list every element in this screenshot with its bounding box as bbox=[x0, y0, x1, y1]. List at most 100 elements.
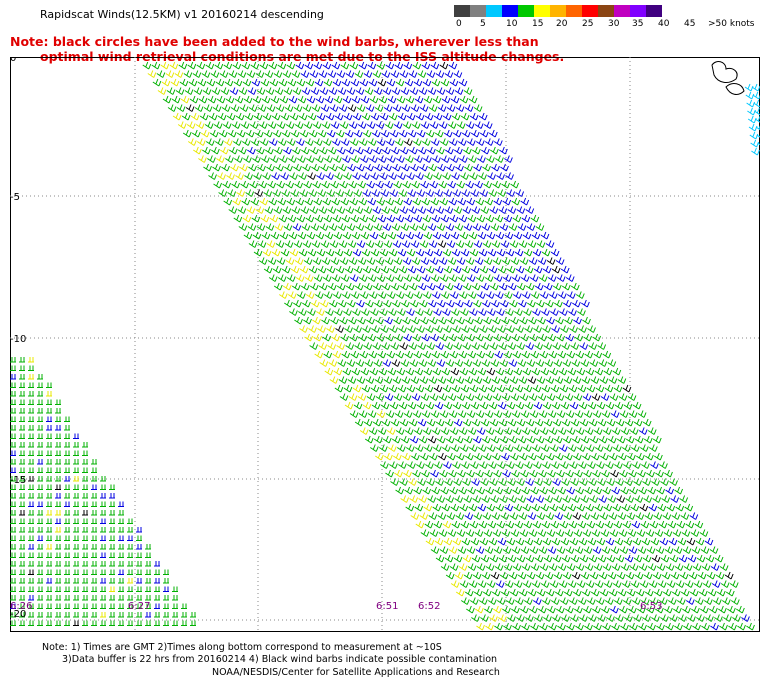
wind-barb bbox=[561, 342, 571, 350]
wind-barb bbox=[495, 503, 505, 512]
wind-barb bbox=[454, 435, 464, 444]
wind-barb bbox=[736, 605, 745, 614]
wind-barb bbox=[220, 146, 229, 155]
wind-barb bbox=[408, 478, 417, 486]
wind-barb bbox=[185, 104, 195, 112]
wind-barb bbox=[408, 206, 418, 214]
wind-barb bbox=[37, 399, 43, 405]
wind-barb bbox=[357, 393, 367, 401]
wind-barb bbox=[461, 189, 471, 197]
wind-barb bbox=[64, 442, 70, 448]
wind-barb bbox=[187, 138, 197, 146]
wind-barb bbox=[647, 427, 657, 435]
wind-barb bbox=[519, 452, 528, 461]
wind-barb bbox=[619, 605, 628, 614]
wind-barb bbox=[503, 291, 513, 299]
wind-barb bbox=[525, 282, 535, 291]
wind-barb bbox=[422, 214, 432, 223]
wind-barb bbox=[37, 391, 43, 397]
wind-barb bbox=[477, 444, 487, 452]
wind-barb bbox=[496, 248, 506, 257]
wind-barb bbox=[533, 401, 543, 410]
wind-barb bbox=[233, 78, 243, 87]
wind-barb bbox=[82, 620, 88, 626]
wind-barb bbox=[496, 384, 506, 393]
wind-barb bbox=[221, 163, 230, 172]
wind-barb bbox=[535, 223, 545, 231]
wind-barb bbox=[483, 180, 493, 189]
wind-barb bbox=[578, 461, 587, 469]
wind-barb bbox=[529, 333, 539, 342]
wind-barb bbox=[667, 520, 677, 529]
wind-barb bbox=[390, 282, 400, 291]
wind-barb bbox=[352, 384, 362, 393]
wind-barb bbox=[638, 622, 647, 631]
wind-barb bbox=[669, 554, 679, 563]
wind-barb bbox=[696, 614, 705, 622]
wind-barb bbox=[455, 104, 465, 112]
wind-barb bbox=[100, 552, 106, 558]
wind-barb bbox=[636, 529, 646, 537]
wind-barb bbox=[394, 469, 403, 478]
wind-barb bbox=[507, 478, 516, 486]
wind-barb bbox=[564, 452, 573, 461]
wind-barb bbox=[538, 605, 547, 614]
island-outline bbox=[725, 83, 745, 95]
wind-barb bbox=[467, 214, 477, 223]
legend-swatch bbox=[502, 5, 518, 17]
wind-barb bbox=[165, 70, 175, 78]
wind-barb bbox=[320, 299, 329, 308]
wind-barb bbox=[676, 597, 686, 605]
wind-barb bbox=[426, 478, 435, 486]
wind-barb bbox=[606, 478, 615, 486]
wind-barb bbox=[256, 223, 266, 231]
latitude-label: -5 bbox=[10, 192, 20, 203]
wind-barb bbox=[82, 569, 88, 575]
wind-barb bbox=[607, 571, 617, 580]
wind-barb bbox=[392, 163, 401, 172]
wind-barb bbox=[536, 512, 546, 520]
wind-barb bbox=[587, 401, 597, 410]
wind-barb bbox=[485, 622, 494, 631]
wind-barb bbox=[372, 282, 382, 291]
wind-barb bbox=[608, 588, 618, 597]
wind-barb bbox=[73, 527, 79, 533]
wind-barb bbox=[376, 274, 386, 282]
wind-barb bbox=[127, 620, 133, 626]
wind-barb bbox=[285, 180, 295, 189]
wind-barb bbox=[127, 586, 133, 592]
wind-barb bbox=[452, 537, 462, 546]
wind-barb bbox=[466, 546, 476, 554]
wind-barb bbox=[547, 546, 557, 554]
wind-barb bbox=[513, 580, 523, 588]
wind-barb bbox=[255, 206, 265, 214]
wind-barb bbox=[272, 189, 282, 197]
wind-barb bbox=[262, 112, 272, 121]
wind-barb bbox=[476, 214, 486, 223]
wind-barb bbox=[450, 580, 460, 588]
wind-barb bbox=[156, 70, 166, 78]
wind-barb bbox=[537, 316, 546, 325]
wind-barb bbox=[602, 563, 612, 571]
wind-barb bbox=[584, 427, 594, 435]
wind-barb bbox=[46, 450, 52, 456]
wind-barb bbox=[437, 240, 447, 248]
wind-barb bbox=[19, 535, 25, 541]
wind-barb bbox=[677, 537, 687, 546]
wind-barb bbox=[517, 435, 527, 444]
wind-barb bbox=[464, 376, 474, 384]
wind-barb bbox=[566, 427, 576, 435]
wind-barb bbox=[151, 61, 161, 70]
wind-barb bbox=[616, 495, 626, 503]
wind-barb bbox=[292, 223, 302, 231]
wind-barb bbox=[420, 180, 430, 189]
wind-barb bbox=[472, 146, 481, 155]
wind-barb bbox=[436, 146, 445, 155]
wind-barb bbox=[454, 359, 464, 367]
wind-barb bbox=[665, 563, 675, 571]
wind-barb bbox=[437, 104, 447, 112]
wind-barb bbox=[387, 95, 397, 104]
wind-barb bbox=[574, 469, 583, 478]
wind-barb bbox=[127, 544, 133, 550]
wind-barb bbox=[629, 563, 639, 571]
